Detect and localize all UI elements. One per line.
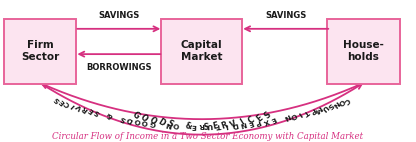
Text: E: E bbox=[255, 113, 265, 123]
Text: SAVINGS: SAVINGS bbox=[265, 11, 307, 20]
Text: E: E bbox=[58, 98, 66, 105]
Text: C: C bbox=[342, 96, 350, 104]
Text: U: U bbox=[320, 103, 328, 111]
Text: R: R bbox=[81, 105, 89, 113]
Text: D: D bbox=[231, 121, 238, 128]
Text: C: C bbox=[246, 115, 256, 126]
FancyBboxPatch shape bbox=[4, 19, 77, 84]
FancyBboxPatch shape bbox=[327, 19, 400, 84]
Text: S: S bbox=[53, 96, 61, 104]
Text: N: N bbox=[282, 113, 291, 121]
Text: S: S bbox=[263, 111, 273, 121]
Text: C: C bbox=[64, 99, 72, 107]
Text: O: O bbox=[173, 121, 180, 128]
Text: House-
holds: House- holds bbox=[343, 40, 384, 62]
Text: BORROWINGS: BORROWINGS bbox=[86, 63, 151, 72]
Text: T: T bbox=[215, 122, 221, 129]
Text: S: S bbox=[93, 108, 101, 116]
Text: N: N bbox=[331, 99, 340, 108]
Text: D: D bbox=[156, 117, 166, 128]
Text: O: O bbox=[139, 113, 149, 124]
Text: &: & bbox=[105, 111, 114, 119]
Text: G: G bbox=[149, 119, 156, 126]
Text: E: E bbox=[247, 119, 254, 126]
Text: T: T bbox=[302, 108, 310, 116]
Text: &: & bbox=[184, 121, 193, 131]
Text: SAVINGS: SAVINGS bbox=[98, 11, 139, 20]
FancyBboxPatch shape bbox=[161, 19, 242, 84]
Text: R: R bbox=[199, 123, 204, 129]
Text: G: G bbox=[130, 110, 141, 121]
Text: Circular Flow of Income in a Two Sector Economy with Capital Market: Circular Flow of Income in a Two Sector … bbox=[52, 132, 364, 141]
Text: S: S bbox=[166, 119, 175, 130]
Text: E: E bbox=[191, 122, 196, 129]
Text: I: I bbox=[239, 118, 246, 127]
Text: N: N bbox=[165, 121, 172, 128]
Text: I: I bbox=[225, 122, 228, 128]
Text: M: M bbox=[314, 104, 323, 113]
Text: D: D bbox=[126, 115, 134, 123]
Text: O: O bbox=[147, 115, 158, 126]
Text: E: E bbox=[212, 121, 219, 131]
Text: U: U bbox=[207, 122, 213, 129]
Text: I: I bbox=[297, 111, 303, 117]
Text: O: O bbox=[134, 116, 141, 125]
Text: X: X bbox=[262, 117, 270, 124]
Text: O: O bbox=[141, 118, 149, 126]
Text: N: N bbox=[239, 120, 247, 127]
Text: S: S bbox=[203, 122, 210, 131]
Text: S: S bbox=[119, 114, 127, 122]
Text: V: V bbox=[229, 119, 238, 130]
Text: E: E bbox=[87, 106, 95, 114]
Text: S: S bbox=[326, 101, 334, 109]
Text: Capital
Market: Capital Market bbox=[181, 40, 223, 62]
Text: P: P bbox=[309, 106, 316, 114]
Text: O: O bbox=[337, 97, 345, 106]
Text: Firm
Sector: Firm Sector bbox=[21, 40, 59, 62]
Text: P: P bbox=[255, 118, 262, 125]
Text: V: V bbox=[75, 103, 83, 111]
Text: O: O bbox=[289, 111, 298, 119]
Text: R: R bbox=[220, 120, 229, 131]
Text: E: E bbox=[269, 116, 277, 123]
Text: I: I bbox=[70, 102, 76, 108]
